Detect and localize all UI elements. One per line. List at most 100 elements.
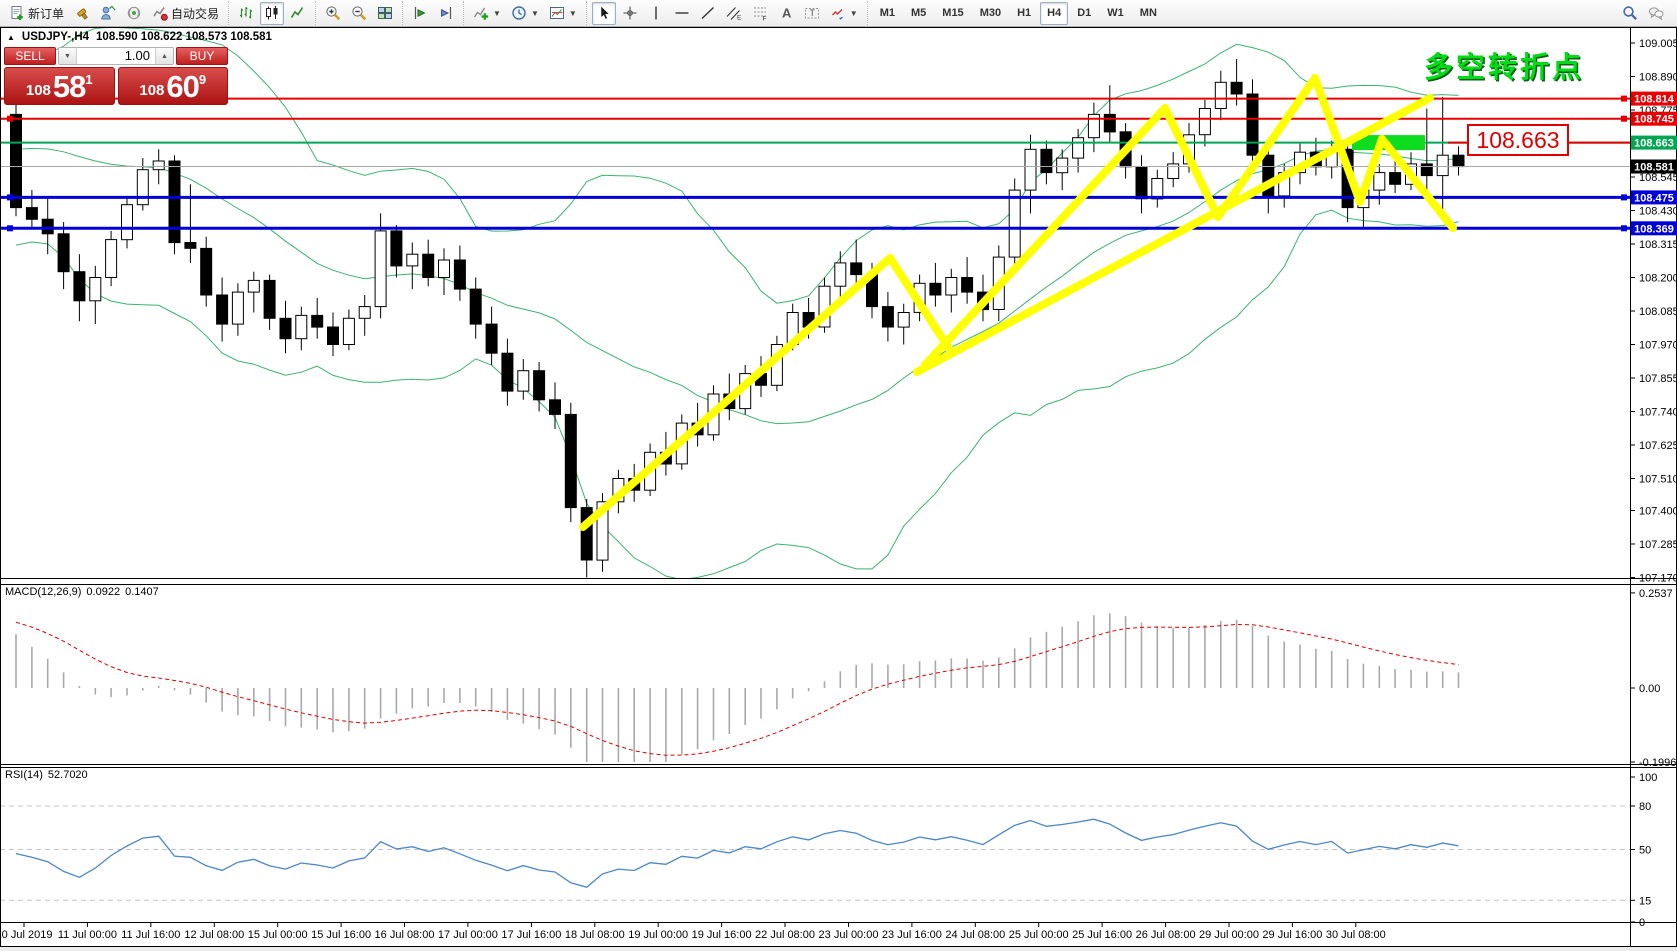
- zoom-out-button[interactable]: [347, 2, 371, 25]
- tools-button[interactable]: [70, 2, 94, 25]
- shapes-icon: [831, 9, 844, 20]
- cursor-button[interactable]: [591, 1, 616, 25]
- volume-input[interactable]: 1.00: [124, 48, 150, 63]
- chat-button[interactable]: [1644, 2, 1668, 25]
- channel-tool-button[interactable]: E: [722, 2, 746, 25]
- line-handle[interactable]: [1621, 95, 1627, 102]
- svg-text:108.890: 108.890: [1639, 72, 1677, 84]
- svg-text:0.2537: 0.2537: [1639, 588, 1673, 600]
- vertical-line-tool-button[interactable]: [644, 2, 668, 25]
- svg-text:15: 15: [1639, 895, 1651, 907]
- sell-button[interactable]: SELL: [4, 47, 56, 65]
- line-handle[interactable]: [7, 194, 13, 201]
- svg-text:108.814: 108.814: [1634, 94, 1675, 106]
- dropdown-caret-icon[interactable]: ▼: [530, 8, 539, 18]
- collapse-arrow-icon[interactable]: ▲: [7, 32, 15, 42]
- tf-h4-button[interactable]: H4: [1040, 1, 1069, 25]
- toolbar-group-timeframes: M1 M5 M15 M30 H1 H4 D1 W1 MN: [866, 1, 1169, 25]
- tf-w1-button[interactable]: W1: [1107, 7, 1124, 19]
- svg-text:108.581: 108.581: [1634, 162, 1674, 174]
- line-handle[interactable]: [1621, 225, 1627, 232]
- toolbar-group-scroll: [402, 1, 463, 25]
- trendline-tool-button[interactable]: [696, 2, 720, 25]
- svg-text:30 Jul 08:00: 30 Jul 08:00: [1326, 929, 1386, 941]
- clock-icon: [512, 6, 526, 20]
- indicators-button[interactable]: ▼: [469, 2, 505, 25]
- tf-m5-button[interactable]: M5: [911, 7, 927, 19]
- text-tool-button[interactable]: A: [774, 2, 798, 25]
- broadcast-icon: [127, 6, 141, 20]
- tf-d1-button[interactable]: D1: [1077, 7, 1092, 19]
- horizontal-line-tool-button[interactable]: [670, 2, 694, 25]
- toolbar-right-group: [1617, 2, 1677, 25]
- tf-mn-button[interactable]: MN: [1139, 7, 1157, 19]
- channel-icon: E: [726, 7, 742, 22]
- doc-plus-icon: [11, 6, 23, 20]
- dropdown-caret-icon[interactable]: ▼: [568, 8, 577, 18]
- svg-text:107.170: 107.170: [1639, 573, 1677, 585]
- volume-stepper: ▼ 1.00 ▲: [58, 47, 174, 65]
- fibonacci-tool-button[interactable]: F: [748, 2, 772, 25]
- new-order-button[interactable]: 新订单: [5, 2, 68, 25]
- svg-text:50: 50: [1639, 845, 1651, 857]
- sell-price-base: 108: [25, 82, 51, 99]
- arrows-tool-button[interactable]: ▼: [826, 2, 862, 25]
- svg-text:108.085: 108.085: [1639, 306, 1677, 318]
- line-handle[interactable]: [1621, 115, 1627, 122]
- toolbar-group-zoom: [315, 1, 402, 25]
- buy-price-point: 9: [198, 72, 207, 87]
- svg-text:10 Jul 2019: 10 Jul 2019: [0, 929, 52, 941]
- zoom-in-button[interactable]: [321, 2, 345, 25]
- svg-text:0: 0: [1639, 917, 1645, 929]
- sell-price-pips: 58: [52, 68, 86, 104]
- svg-text:107.970: 107.970: [1639, 340, 1677, 352]
- svg-text:29 Jul 00:00: 29 Jul 00:00: [1199, 929, 1259, 941]
- auto-scroll-button[interactable]: [408, 2, 432, 25]
- buy-button[interactable]: BUY: [176, 47, 228, 65]
- tf-m30-button[interactable]: M30: [979, 7, 1002, 19]
- volume-decrease-icon[interactable]: ▼: [59, 48, 77, 64]
- templates-button[interactable]: ▼: [545, 2, 581, 25]
- svg-text:25 Jul 00:00: 25 Jul 00:00: [1009, 929, 1069, 941]
- dropdown-caret-icon[interactable]: ▼: [849, 8, 858, 18]
- svg-text:-0.1996: -0.1996: [1639, 757, 1676, 769]
- svg-text:T: T: [809, 8, 815, 18]
- svg-text:80: 80: [1639, 801, 1651, 813]
- tf-m15-button[interactable]: M15: [942, 7, 964, 19]
- tf-h1-button[interactable]: H1: [1017, 7, 1032, 19]
- crosshair-button[interactable]: [618, 2, 642, 25]
- buy-price-button[interactable]: 108 60 9: [117, 67, 228, 105]
- sell-price-button[interactable]: 108 58 1: [4, 67, 115, 105]
- volume-increase-icon[interactable]: ▲: [155, 48, 173, 64]
- chat-icon: [1648, 7, 1664, 21]
- candlestick-mode-button[interactable]: [260, 1, 285, 25]
- line-handle[interactable]: [7, 225, 13, 232]
- toolbar-group-trade: 新订单 自动交易: [0, 1, 228, 25]
- line-handle[interactable]: [1621, 194, 1627, 201]
- symbol-period-label: USDJPY-,H4: [21, 31, 90, 43]
- toolbar-group-chart-type: [228, 1, 315, 25]
- template-chart-icon: [549, 7, 564, 19]
- signals-button[interactable]: [122, 2, 146, 25]
- label-tool-button[interactable]: T: [800, 2, 824, 25]
- tile-windows-button[interactable]: [373, 2, 397, 25]
- search-button[interactable]: [1618, 2, 1642, 25]
- community-button[interactable]: [96, 2, 120, 25]
- tf-m1-button[interactable]: M1: [879, 7, 895, 19]
- macd-indicator-label: MACD(12,26,9) 0.0922 0.1407: [5, 586, 159, 598]
- bar-chart-mode-button[interactable]: [234, 2, 258, 25]
- dropdown-caret-icon[interactable]: ▼: [493, 8, 501, 18]
- periods-button[interactable]: ▼: [507, 2, 543, 25]
- yellow-trend-lines[interactable]: [579, 74, 1457, 531]
- svg-text:100: 100: [1639, 772, 1657, 784]
- text-a-icon: A: [782, 6, 792, 21]
- line-chart-mode-button[interactable]: [286, 2, 310, 25]
- autotrading-button[interactable]: 自动交易: [148, 2, 223, 25]
- search-icon: [1623, 6, 1637, 20]
- trendline-icon: [701, 6, 714, 20]
- chart-shift-button[interactable]: [434, 2, 458, 25]
- svg-text:E: E: [737, 15, 742, 22]
- line-handle[interactable]: [7, 115, 13, 122]
- svg-text:17 Jul 00:00: 17 Jul 00:00: [438, 929, 498, 941]
